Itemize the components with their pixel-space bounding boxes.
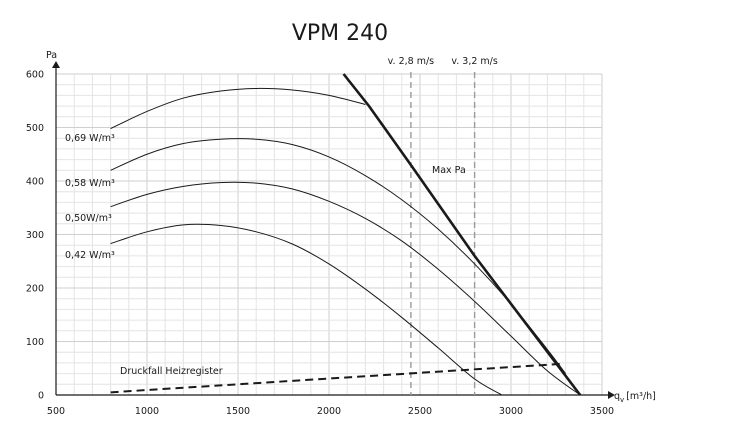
y-tick-label: 500 — [26, 123, 44, 134]
heater-pressure-drop-line — [110, 362, 561, 394]
x-tick-label: 2000 — [317, 406, 341, 417]
y-tick-label: 300 — [26, 230, 44, 241]
x-axis-label-q: q — [614, 391, 620, 402]
max-pa-line — [342, 73, 582, 396]
y-tick-label: 100 — [26, 337, 44, 348]
label-058: 0,58 W/m³ — [65, 178, 115, 189]
axes: 500 1000 1500 2000 2500 3000 3500 0 100 200 300 400… — [26, 61, 615, 417]
y-tick-label: 400 — [26, 177, 44, 188]
x-axis-label-unit: [m³/h] — [626, 391, 656, 402]
y-axis-label: Pa — [46, 50, 57, 61]
y-tick-label: 0 — [38, 391, 44, 402]
x-tick-label: 1000 — [135, 406, 159, 417]
label-050: 0,50W/m³ — [65, 213, 112, 224]
y-tick-label: 200 — [26, 284, 44, 295]
x-tick-label: 3000 — [499, 406, 523, 417]
y-tick-label: 600 — [26, 70, 44, 81]
x-tick-label: 2500 — [408, 406, 432, 417]
velocity-line-label: v. 2,8 m/s — [388, 56, 435, 67]
grid — [55, 73, 603, 396]
x-axis-label: qv [m³/h] — [614, 391, 656, 404]
velocity-line-label: v. 3,2 m/s — [451, 56, 498, 67]
label-max-pa: Max Pa — [432, 165, 466, 176]
label-069: 0,69 W/m³ — [65, 133, 115, 144]
labels-group: 0,69 W/m³ 0,58 W/m³ 0,50W/m³ 0,42 W/m³ Max P… — [65, 133, 466, 377]
curve-042 — [110, 223, 503, 396]
curve-050 — [110, 181, 581, 396]
x-axis-label-sub: v — [620, 396, 624, 404]
velocity-lines: v. 2,8 m/s v. 3,2 m/s — [388, 56, 498, 395]
x-axis-arrow — [608, 391, 615, 399]
x-tick-label: 500 — [47, 406, 65, 417]
series-group — [110, 73, 582, 396]
label-druckfall: Druckfall Heizregister — [120, 366, 223, 377]
x-tick-label: 3500 — [590, 406, 614, 417]
chart-title: VPM 240 — [292, 21, 388, 46]
label-042: 0,42 W/m³ — [65, 250, 115, 261]
y-axis-arrow — [52, 61, 60, 68]
x-tick-label: 1500 — [226, 406, 250, 417]
curve-069 — [110, 87, 366, 130]
